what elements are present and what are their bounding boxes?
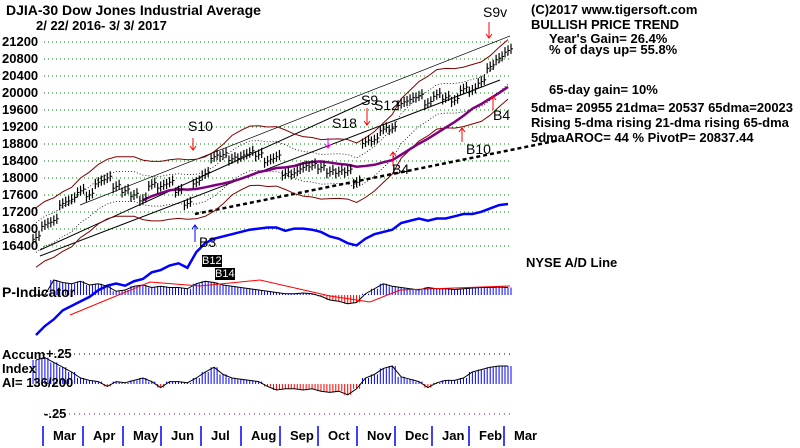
accum-label-3: AI= 136/200 xyxy=(2,375,74,390)
month-label: Feb xyxy=(479,428,503,443)
accum-index-line xyxy=(35,357,508,396)
y-tick-label: 21200 xyxy=(2,34,39,49)
buy-arrow xyxy=(191,224,199,242)
month-label: Jun xyxy=(171,428,195,443)
signal-b4-feb: B4 xyxy=(493,107,511,123)
accum-label-2: Index xyxy=(2,361,36,376)
y-tick-label: 20400 xyxy=(2,68,39,83)
signal-b4-nov: B4 xyxy=(392,161,410,177)
ma-65-line xyxy=(142,85,509,202)
month-label: Nov xyxy=(367,428,392,443)
sell-arrow xyxy=(363,108,371,126)
signal-s12: S12 xyxy=(374,97,399,113)
upper-band xyxy=(35,39,509,209)
y-tick-label: 19200 xyxy=(2,119,39,134)
signal-s9: S9 xyxy=(361,92,379,108)
y-tick-label: 18800 xyxy=(2,136,39,151)
buy-arrow xyxy=(389,151,397,166)
trend-label: BULLISH PRICE TREND xyxy=(531,17,680,32)
month-label: May xyxy=(133,428,159,443)
buy-arrow xyxy=(458,127,466,142)
month-label: Dec xyxy=(405,428,429,443)
month-label: Apr xyxy=(93,428,116,443)
y-tick-label: 16800 xyxy=(2,221,39,236)
days-up: % of days up= 55.8% xyxy=(549,42,678,57)
month-label: Oct xyxy=(328,428,350,443)
accum-top-label: +.25 xyxy=(46,346,72,361)
y-tick-label: 18000 xyxy=(2,170,39,185)
sell-arrow xyxy=(485,22,493,39)
copyright: (C)2017 www.tigersoft.com xyxy=(531,2,698,17)
signal-s9v: S9v xyxy=(483,4,508,20)
sell-arrow xyxy=(324,138,332,149)
month-label: Jul xyxy=(211,428,230,443)
y-tick-label: 16400 xyxy=(2,238,39,253)
month-label: Mar xyxy=(514,428,538,443)
p-indicator-line xyxy=(36,279,509,305)
years-gain: Year's Gain= 26.4% xyxy=(549,31,668,46)
lower-trendline xyxy=(79,35,511,206)
signal-b12: B12 xyxy=(202,255,222,267)
accum-bottom-label: -.25 xyxy=(44,406,67,421)
sell-arrow xyxy=(189,138,197,151)
signal-b10: B10 xyxy=(466,141,491,157)
date-range: 2/ 22/ 2016- 3/ 3/ 2017 xyxy=(36,18,167,33)
channel-line xyxy=(39,79,501,257)
ad-line xyxy=(35,202,509,336)
y-tick-label: 20000 xyxy=(2,85,39,100)
month-label: Mar xyxy=(53,428,77,443)
chart-title: DJIA-30 Dow Jones Industrial Average xyxy=(6,2,261,18)
month-label: Aug xyxy=(251,428,277,443)
signal-s18: S18 xyxy=(332,115,357,131)
p-indicator-ma xyxy=(69,279,511,316)
dma-values: 5dma= 20955 21dma= 20537 65dma=20023 xyxy=(531,100,794,115)
month-label: Sep xyxy=(290,428,314,443)
y-tick-label: 17600 xyxy=(2,187,39,202)
signal-b14: B14 xyxy=(215,268,235,280)
gain-65: 65-day gain= 10% xyxy=(549,82,658,97)
signal-s10: S10 xyxy=(188,118,213,134)
signal-b3: B3 xyxy=(199,234,217,250)
buy-arrow xyxy=(489,95,497,110)
y-tick-label: 17200 xyxy=(2,204,39,219)
y-tick-label: 19600 xyxy=(2,102,39,117)
y-tick-label: 20800 xyxy=(2,51,39,66)
ad-line-label: NYSE A/D Line xyxy=(526,255,618,270)
support-trendline xyxy=(194,138,561,216)
month-label: Jan xyxy=(442,428,465,443)
y-tick-label: 18400 xyxy=(2,153,39,168)
lower-band xyxy=(35,98,509,268)
accum-label-1: Accum xyxy=(2,347,46,362)
dma-rising: Rising 5-dma rising 21-dma rising 65-dma xyxy=(531,115,789,130)
p-indicator-label: P-Indicator xyxy=(2,284,76,300)
aroc-pivot: 5dmaAROC= 44 % PivotP= 20837.44 xyxy=(531,130,754,145)
